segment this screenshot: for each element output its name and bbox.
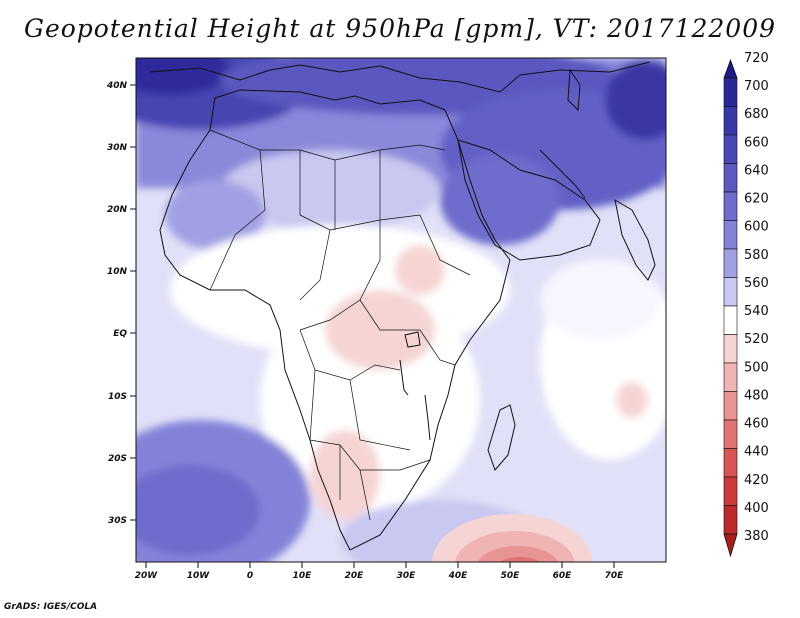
colorbar-level-label: 720	[744, 51, 769, 66]
colorbar-level-label: 420	[744, 473, 769, 488]
colorbar-box	[723, 248, 738, 278]
colorbar-level-label: 660	[744, 135, 769, 150]
field-low-480	[477, 546, 559, 562]
coastlines	[149, 61, 656, 551]
colorbar-box	[723, 220, 738, 250]
lake-tanganyika	[399, 359, 409, 396]
lon-label: 10W	[187, 571, 211, 581]
lat-label: 30S	[108, 516, 127, 526]
colorbar-box	[723, 106, 738, 136]
colorbar-level-label: 620	[744, 192, 769, 207]
grads-credit: GrADS: IGES/COLA	[4, 602, 98, 612]
colorbar-level-label: 480	[744, 388, 769, 403]
field-west-sahara	[165, 180, 265, 250]
lon-label: 0	[247, 571, 253, 581]
lon-axis: 20W 10W 0 10E 20E 30E 40E 50E 60E 70E	[135, 562, 624, 581]
colorbar-box	[723, 362, 738, 392]
lon-label: 50E	[501, 571, 521, 581]
arabia-coast	[457, 139, 601, 261]
colorbar-box	[723, 334, 738, 364]
colorbar-level-label: 520	[744, 332, 769, 347]
madagascar	[487, 404, 516, 471]
colorbar-level-label: 600	[744, 220, 769, 235]
field-indian-ocean-low	[616, 382, 648, 418]
plot-frame	[135, 57, 667, 563]
colorbar-box	[723, 163, 738, 193]
colorbar-labels: 720 700 680 660 640 620 600 580 560 540 520 500 480 4…	[744, 51, 769, 544]
africa-coastline	[159, 89, 511, 551]
lat-label: 30N	[107, 143, 128, 153]
colorbar-level-label: 700	[744, 79, 769, 94]
lon-label: 30E	[397, 571, 417, 581]
colorbar-level-label: 560	[744, 276, 769, 291]
colorbar-box	[723, 134, 738, 164]
lake-victoria	[404, 331, 421, 348]
lat-label: 20S	[108, 454, 127, 464]
colorbar-level-label: 580	[744, 248, 769, 263]
colorbar-bottom-arrow	[723, 533, 738, 558]
colorbar-level-label: 380	[744, 529, 769, 544]
colorbar-level-label: 400	[744, 501, 769, 516]
colorbar-box	[723, 476, 738, 506]
field-atlantic-core	[136, 58, 230, 95]
field-sahara	[220, 150, 440, 230]
map-title: Geopotential Height at 950hPa [gpm], VT:…	[23, 14, 777, 43]
lon-label: 10E	[293, 571, 313, 581]
lat-label: 40N	[106, 81, 128, 91]
field-south-atlantic-core	[136, 465, 260, 555]
field-low-500	[455, 531, 575, 562]
field-low-460	[499, 557, 541, 562]
colorbar-level-label: 440	[744, 445, 769, 460]
country-borders	[209, 129, 471, 521]
colorbar: 720 700 680 660 640 620 600 580 560 540 520 500 480 4…	[723, 51, 769, 558]
colorbar-level-label: 540	[744, 304, 769, 319]
europe-coast	[149, 61, 651, 93]
field-arabian-sea	[540, 260, 660, 340]
lat-label: 20N	[107, 205, 128, 215]
colorbar-box	[723, 277, 738, 307]
persian-gulf	[539, 149, 586, 199]
lon-label: 20W	[135, 571, 159, 581]
colorbar-box	[723, 505, 738, 535]
lat-label: 10N	[107, 267, 128, 277]
colorbar-box	[723, 77, 738, 107]
colorbar-level-label: 460	[744, 417, 769, 432]
colorbar-level-label: 500	[744, 360, 769, 375]
colorbar-top-arrow	[723, 58, 738, 79]
colorbar-box	[723, 391, 738, 421]
field-iran-high	[605, 60, 666, 140]
colorbar-box	[723, 419, 738, 449]
caspian-sea	[567, 68, 581, 112]
lon-label: 20E	[345, 571, 365, 581]
colorbar-box	[723, 448, 738, 478]
field-red-sea	[440, 155, 560, 245]
colorbar-box	[723, 191, 738, 221]
lat-label: 10S	[108, 392, 127, 402]
lake-malawi	[424, 394, 431, 441]
height-field	[136, 58, 666, 562]
colorbar-boxes	[723, 77, 738, 535]
colorbar-level-label: 640	[744, 163, 769, 178]
field-ethiopia-low	[395, 245, 445, 295]
field-kalahari-low	[310, 430, 380, 520]
colorbar-level-label: 680	[744, 107, 769, 122]
india-coast	[614, 199, 656, 281]
lon-label: 40E	[448, 571, 469, 581]
lon-label: 60E	[553, 571, 573, 581]
lat-label: EQ	[113, 329, 127, 339]
colorbar-box	[723, 305, 738, 335]
lon-label: 70E	[605, 571, 625, 581]
lat-axis: 40N 30N 20N 10N EQ 10S 20S 30S	[106, 81, 136, 526]
